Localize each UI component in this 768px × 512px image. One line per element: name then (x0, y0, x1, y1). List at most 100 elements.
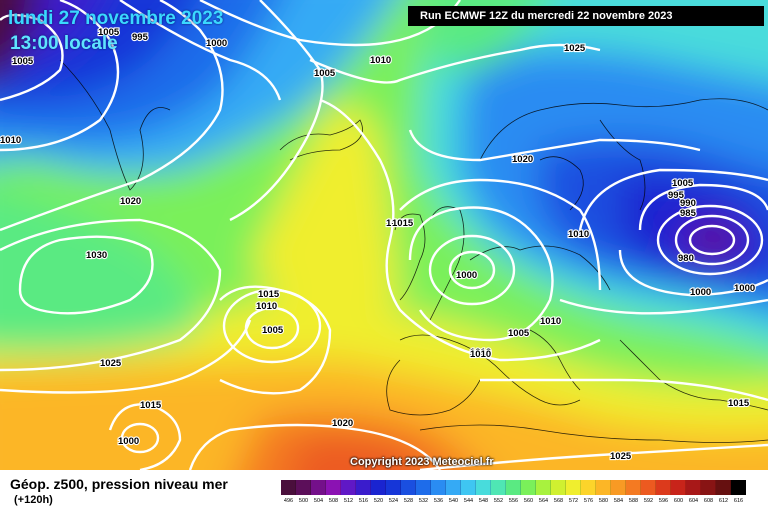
color-scale-value: 588 (628, 498, 639, 504)
isobar-label: 1000 (206, 38, 227, 49)
color-scale-swatch (281, 480, 296, 495)
color-scale-swatch (611, 480, 626, 495)
color-scale-swatch (476, 480, 491, 495)
color-scale-value: 496 (283, 498, 294, 504)
isobar-label: 1025 (100, 358, 122, 369)
isobar-label: 990 (680, 198, 696, 209)
forecast-map: 1005 995 1000 1005 1025 1005 1010 1020 1… (0, 0, 768, 470)
color-scale-swatch (596, 480, 611, 495)
color-scale-value: 544 (463, 498, 474, 504)
color-scale-swatch (521, 480, 536, 495)
color-scale-swatch (416, 480, 431, 495)
color-scale-swatch (311, 480, 326, 495)
isobar-label: 1000 (734, 283, 755, 294)
color-scale-value: 540 (448, 498, 459, 504)
color-scale-swatch (686, 480, 701, 495)
color-scale-value: 608 (703, 498, 714, 504)
isobar-label: 1005 (508, 328, 530, 339)
color-scale-value: 552 (493, 498, 504, 504)
isobar-label: 1010 (0, 135, 21, 146)
isobars (0, 0, 768, 470)
color-scale-value: 500 (298, 498, 309, 504)
isobar-label: 1025 (564, 43, 586, 54)
color-scale-swatch (641, 480, 656, 495)
color-scale-swatch (296, 480, 311, 495)
color-scale-value: 568 (553, 498, 564, 504)
legend-footer: Géop. z500, pression niveau mer (+120h) … (0, 470, 768, 512)
isobar-label: 1015 (728, 398, 750, 409)
isobar-label: 1005 (262, 325, 284, 336)
color-scale-value: 520 (373, 498, 384, 504)
color-scale (281, 480, 746, 495)
color-scale-value: 524 (388, 498, 399, 504)
color-scale-value: 556 (508, 498, 519, 504)
color-scale-swatch (341, 480, 356, 495)
legend-title: Géop. z500, pression niveau mer (10, 476, 228, 492)
isobar-label: 1000 (118, 436, 139, 447)
color-scale-labels: 496 500 504 508 512 516 520 524 528 532 536 540 544 5… (281, 498, 746, 504)
color-scale-swatch (461, 480, 476, 495)
color-scale-value: 504 (313, 498, 324, 504)
color-scale-value: 528 (403, 498, 414, 504)
color-scale-swatch (356, 480, 371, 495)
color-scale-value: 532 (418, 498, 429, 504)
isobar-label: 1000 (456, 270, 477, 281)
color-scale-swatch (701, 480, 716, 495)
isobar-label: 1015 (140, 400, 162, 411)
color-scale-swatch (581, 480, 596, 495)
isobar-label: 1010 (370, 55, 391, 66)
color-scale-value: 560 (523, 498, 534, 504)
color-scale-swatch (536, 480, 551, 495)
color-scale-swatch (491, 480, 506, 495)
isobar-label: 980 (678, 253, 694, 264)
color-scale-value: 512 (343, 498, 354, 504)
isobar-labels: 1005 995 1000 1005 1025 1005 1010 1020 1… (0, 26, 756, 463)
color-scale-swatch (326, 480, 341, 495)
isobar-label: 1005 (314, 68, 336, 79)
color-scale-swatch (566, 480, 581, 495)
isobar-label: 1020 (120, 196, 141, 207)
color-scale-swatch (431, 480, 446, 495)
color-scale-swatch (506, 480, 521, 495)
color-scale-value: 596 (658, 498, 669, 504)
color-scale-value: 616 (733, 498, 744, 504)
isobar-label: 995 (132, 32, 149, 43)
geopotential-field (0, 0, 768, 470)
color-scale-value: 508 (328, 498, 339, 504)
isobar-label: 1005 (672, 178, 694, 189)
isobar-label: 985 (680, 208, 697, 219)
isobar-label: 1015 (392, 218, 414, 229)
color-scale-value: 516 (358, 498, 369, 504)
color-scale-value: 548 (478, 498, 489, 504)
isobar-label: 1005 (98, 27, 120, 38)
color-scale-value: 612 (718, 498, 729, 504)
color-scale-value: 572 (568, 498, 579, 504)
color-scale-value: 592 (643, 498, 654, 504)
color-scale-swatch (371, 480, 386, 495)
color-scale-swatch (551, 480, 566, 495)
color-scale-value: 580 (598, 498, 609, 504)
color-scale-swatch (671, 480, 686, 495)
color-scale-value: 584 (613, 498, 624, 504)
isobar-label: 1000 (690, 287, 711, 298)
forecast-range: (+120h) (14, 494, 53, 506)
color-scale-value: 564 (538, 498, 549, 504)
isobar-label: 1010 (470, 349, 491, 360)
color-scale-value: 604 (688, 498, 699, 504)
isobar-label: 1010 (568, 229, 589, 240)
forecast-date: lundi 27 novembre 2023 (8, 8, 224, 29)
color-scale-swatch (731, 480, 746, 495)
color-scale-swatch (401, 480, 416, 495)
color-scale-swatch (386, 480, 401, 495)
color-scale-value: 600 (673, 498, 684, 504)
isobar-label: 1010 (470, 347, 491, 358)
isobar-label: 1015 (258, 289, 280, 300)
isobar-label: 1030 (86, 250, 107, 261)
color-scale-swatch (626, 480, 641, 495)
color-scale-swatch (716, 480, 731, 495)
isobar-label: 1020 (512, 154, 533, 165)
color-scale-value: 576 (583, 498, 594, 504)
isobar-label: 1020 (332, 418, 353, 429)
isobar-label: 1010 (540, 316, 561, 327)
